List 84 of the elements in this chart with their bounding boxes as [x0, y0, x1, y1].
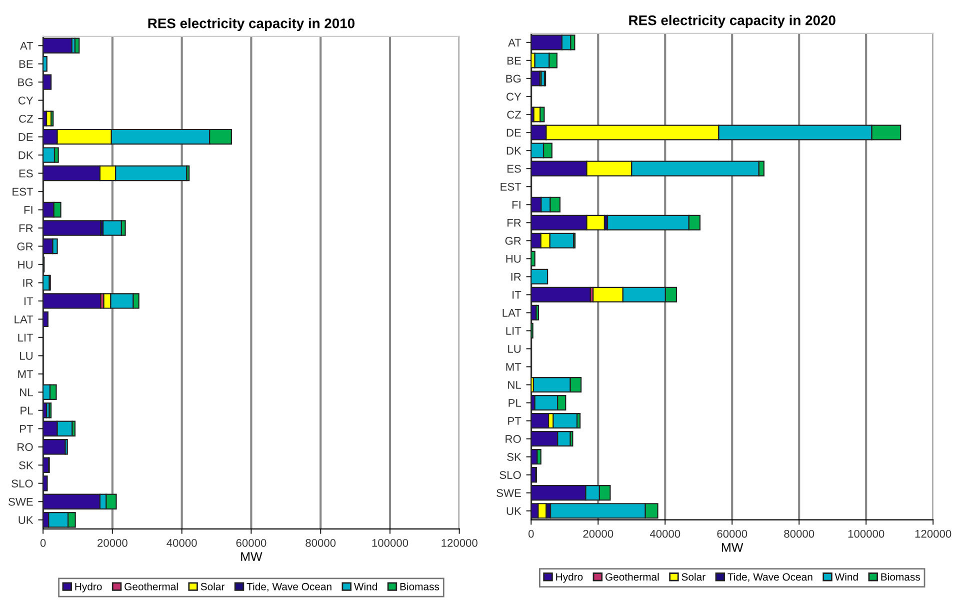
- y-tick-label: NL: [20, 388, 33, 396]
- y-tick-label: BG: [506, 74, 521, 83]
- y-tick-label: SLO: [12, 480, 33, 488]
- x-tick-label: 80000: [784, 530, 814, 538]
- y-tick-label: ES: [508, 164, 521, 173]
- legend-label: Tide, Wave Ocean: [728, 572, 812, 582]
- legend-label: Wind: [354, 582, 377, 590]
- legend-label: Hydro: [75, 582, 102, 592]
- y-tick-label: PL: [20, 406, 33, 414]
- y-tick-label: UK: [506, 507, 522, 515]
- y-tick-label: BE: [508, 56, 521, 64]
- y-tick-label: SWE: [8, 498, 33, 506]
- legend-label: Biomass: [400, 582, 440, 590]
- x-axis-title: MW: [722, 543, 744, 552]
- y-tick-label: SK: [19, 461, 34, 470]
- y-tick-label: EST: [500, 182, 522, 191]
- x-tick-label: 40000: [166, 538, 197, 547]
- y-tick-label: LAT: [14, 316, 34, 324]
- y-tick-label: IT: [512, 291, 522, 299]
- y-tick-label: CY: [506, 92, 522, 101]
- x-tick-label: 20000: [98, 538, 128, 547]
- y-tick-label: PL: [508, 399, 522, 407]
- y-tick-label: CY: [18, 96, 34, 104]
- x-tick-label: 20000: [583, 530, 614, 538]
- y-tick-label: DE: [506, 128, 521, 137]
- y-tick-label: MT: [506, 363, 522, 371]
- y-tick-label: MT: [18, 370, 34, 378]
- y-tick-label: FR: [508, 218, 521, 227]
- x-tick-label: 120000: [915, 530, 952, 538]
- y-tick-label: ES: [19, 170, 33, 178]
- y-tick-label: LIT: [506, 327, 522, 335]
- y-tick-label: CZ: [507, 110, 522, 119]
- y-tick-label: GR: [505, 236, 521, 245]
- x-axis-title: MW: [241, 552, 262, 561]
- y-tick-label: HU: [18, 260, 32, 269]
- y-tick-label: AT: [508, 38, 522, 46]
- y-tick-label: PT: [508, 417, 522, 425]
- y-tick-label: LAT: [502, 309, 522, 317]
- x-tick-label: 0: [528, 530, 534, 538]
- y-tick-label: EST: [12, 188, 34, 196]
- y-tick-label: LU: [20, 352, 32, 360]
- x-tick-label: 0: [40, 538, 46, 547]
- y-tick-label: UK: [18, 516, 34, 524]
- legend-label: Solar: [200, 582, 225, 590]
- y-tick-label: FR: [19, 224, 33, 232]
- y-tick-label: GR: [17, 242, 33, 250]
- y-tick-label: IT: [24, 297, 34, 305]
- y-tick-label: PT: [20, 425, 34, 433]
- legend-label: Tide, Wave Ocean: [246, 582, 332, 592]
- x-tick-label: 80000: [306, 538, 336, 547]
- y-tick-label: IR: [511, 273, 521, 281]
- y-tick-label: SLO: [500, 471, 521, 479]
- y-tick-label: BG: [18, 78, 33, 86]
- y-tick-label: NL: [508, 381, 522, 389]
- y-tick-label: HU: [506, 255, 521, 263]
- y-tick-label: AT: [20, 42, 34, 50]
- x-tick-label: 60000: [236, 538, 266, 547]
- x-tick-label: 60000: [717, 530, 748, 538]
- y-tick-label: SK: [507, 453, 522, 461]
- chart-title: RES electricity capacity in 2020: [629, 15, 836, 28]
- y-tick-label: CZ: [19, 114, 33, 123]
- y-tick-label: DK: [18, 151, 34, 160]
- legend-label: Geothermal: [605, 572, 659, 581]
- y-tick-label: RO: [18, 443, 33, 452]
- y-tick-label: RO: [506, 435, 521, 443]
- y-tick-label: BE: [19, 60, 33, 68]
- x-tick-label: 40000: [650, 530, 680, 538]
- y-tick-label: LIT: [18, 334, 34, 342]
- y-tick-label: FI: [24, 206, 32, 214]
- y-tick-label: IR: [23, 279, 33, 287]
- x-tick-label: 100000: [848, 530, 884, 538]
- y-tick-label: SWE: [496, 489, 521, 497]
- legend-label: Hydro: [556, 572, 583, 583]
- legend-label: Geothermal: [124, 582, 178, 590]
- legend-label: Wind: [834, 572, 858, 581]
- legend-label: Biomass: [881, 572, 920, 581]
- y-tick-label: FI: [512, 200, 520, 209]
- y-tick-label: LU: [508, 345, 521, 353]
- x-tick-label: 120000: [442, 538, 478, 547]
- y-tick-label: DE: [18, 133, 33, 141]
- legend-label: Solar: [682, 572, 706, 581]
- y-tick-label: DK: [506, 146, 522, 155]
- x-tick-label: 100000: [372, 538, 408, 547]
- chart-title: RES electricity capacity in 2010: [148, 18, 354, 32]
